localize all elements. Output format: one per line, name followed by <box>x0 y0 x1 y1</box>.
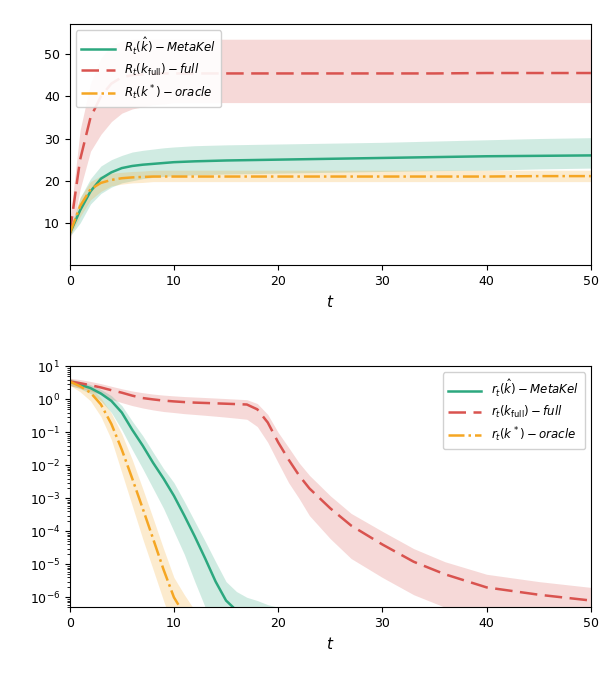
X-axis label: $t$: $t$ <box>326 294 335 309</box>
Legend: $R_t(\hat{k})-\mathit{MetaKel}$, $R_t(k_\mathrm{full})-\mathit{full}$, $R_t(k^*): $R_t(\hat{k})-\mathit{MetaKel}$, $R_t(k_… <box>76 30 221 107</box>
Legend: $r_t(\hat{k})-\mathit{MetaKel}$, $r_t(k_\mathrm{full})-\mathit{full}$, $r_t(k^*): $r_t(\hat{k})-\mathit{MetaKel}$, $r_t(k_… <box>442 372 585 450</box>
X-axis label: $t$: $t$ <box>326 636 335 651</box>
